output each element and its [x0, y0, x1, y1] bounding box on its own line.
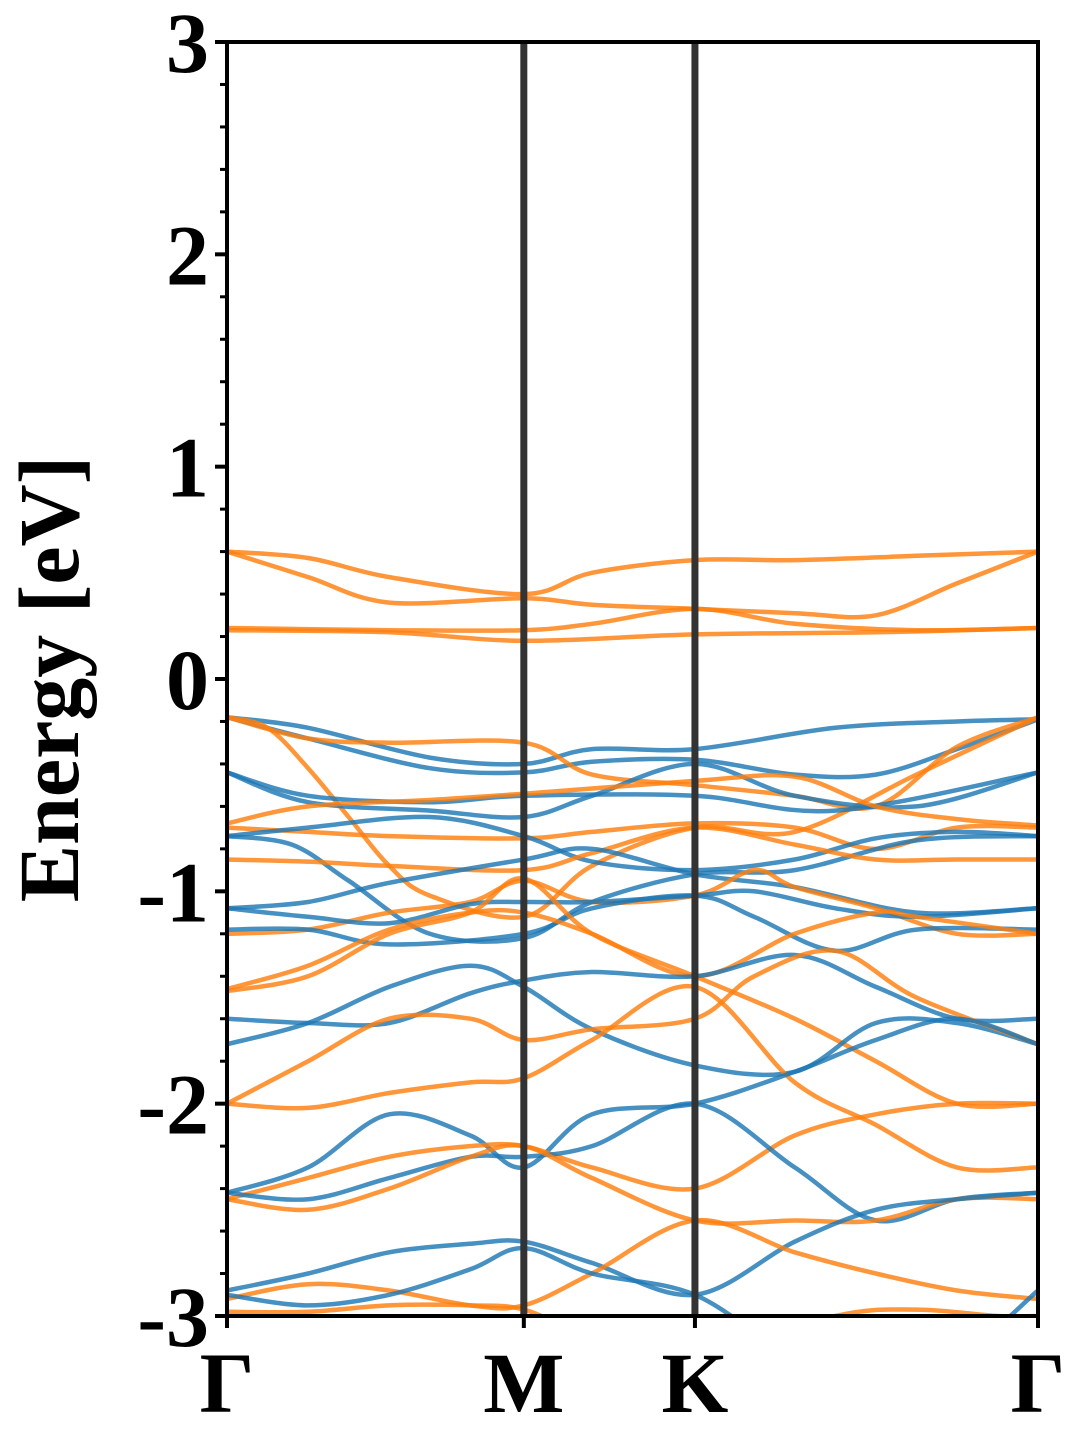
band-lines — [227, 549, 1038, 1316]
high-symmetry-dividers — [520, 42, 699, 1316]
band-line-29 — [227, 1143, 1038, 1226]
y-tick-label: 1 — [166, 420, 209, 516]
band-line-22 — [227, 952, 1038, 1028]
band-line-28 — [227, 1101, 1038, 1224]
y-axis-ticks: 3 2 1 0 -1 -2 -3 — [137, 0, 227, 1365]
band-line-4 — [227, 625, 1038, 644]
y-tick-label: -1 — [137, 844, 209, 940]
x-tick-label: K — [661, 1335, 728, 1431]
x-tick-label: Γ — [1011, 1335, 1066, 1431]
band-line-32 — [227, 1245, 1038, 1316]
x-tick-label: M — [483, 1335, 564, 1431]
y-tick-label: 2 — [166, 207, 209, 303]
y-tick-label: -2 — [137, 1057, 209, 1153]
band-line-6 — [227, 715, 1038, 780]
band-line-2 — [227, 549, 1038, 620]
band-line-33 — [227, 1302, 1038, 1316]
x-tick-label: Γ — [200, 1335, 255, 1431]
band-line-31 — [227, 1217, 1038, 1311]
y-axis-label: Energy [eV] — [1, 456, 97, 903]
band-line-21 — [227, 876, 1038, 1110]
band-line-24 — [227, 948, 1038, 1106]
band-line-15 — [227, 825, 1038, 873]
band-line-13 — [227, 814, 1038, 873]
y-tick-label: -3 — [137, 1269, 209, 1365]
band-line-11 — [227, 772, 1038, 828]
band-line-5 — [227, 714, 1038, 767]
band-line-25 — [227, 983, 1038, 1173]
band-line-19 — [227, 893, 1038, 954]
band-line-8 — [227, 715, 1038, 811]
band-line-27 — [227, 1100, 1038, 1202]
band-line-14 — [227, 833, 1038, 944]
band-line-10 — [227, 761, 1038, 820]
band-line-1 — [227, 549, 1038, 597]
band-line-26 — [227, 1016, 1038, 1195]
band-line-23 — [227, 963, 1038, 1078]
y-tick-label: 0 — [166, 632, 209, 728]
band-line-9 — [227, 770, 1038, 814]
band-line-3 — [227, 606, 1038, 633]
y-tick-label: 3 — [166, 0, 209, 91]
band-line-16 — [227, 846, 1038, 916]
